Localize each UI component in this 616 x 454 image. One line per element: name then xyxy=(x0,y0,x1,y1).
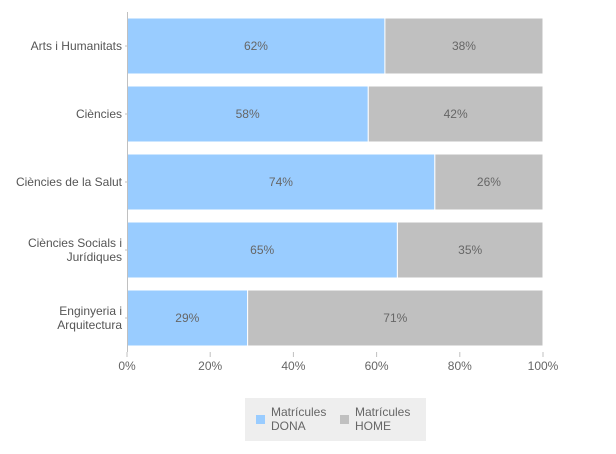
bar-segment xyxy=(247,289,544,347)
legend-label-line: DONA xyxy=(271,419,306,433)
category-label-line: Ciències de la Salut xyxy=(16,175,123,189)
x-tick-label: 60% xyxy=(365,359,389,373)
bar-value-label: 74% xyxy=(269,175,293,189)
x-tick-label: 0% xyxy=(118,359,136,373)
x-tick-label: 40% xyxy=(281,359,305,373)
bars-layer xyxy=(126,17,544,347)
axis-layer: 0% 20% 40% 60% 80% 100% xyxy=(118,12,559,373)
legend-swatch xyxy=(340,415,349,424)
labels-layer: 62% 38% Arts i Humanitats 58% 42% Ciències 74%… xyxy=(16,39,501,332)
bar-value-label: 58% xyxy=(236,107,260,121)
legend-label: Matrícules DONA xyxy=(271,405,326,433)
x-tick-label: 20% xyxy=(198,359,222,373)
bar-value-label: 26% xyxy=(477,175,501,189)
category-label: Ciències de la Salut xyxy=(16,175,123,189)
bar-value-label: 65% xyxy=(250,243,274,257)
bar-segment xyxy=(126,153,436,211)
x-tick-label: 100% xyxy=(528,359,559,373)
category-label-line: Jurídiques xyxy=(67,250,122,264)
bar-segment xyxy=(126,17,386,75)
category-label-line: Arquitectura xyxy=(57,318,122,332)
bar-segment xyxy=(126,221,398,279)
category-label: Enginyeria i Arquitectura xyxy=(57,304,122,332)
x-tick-label: 80% xyxy=(448,359,472,373)
legend-label: Matrícules HOME xyxy=(355,405,410,433)
bar-value-label: 42% xyxy=(444,107,468,121)
category-label-line: Ciències Socials i xyxy=(28,236,122,250)
category-label-line: Ciències xyxy=(76,107,122,121)
bar-segment xyxy=(384,17,544,75)
legend-swatch xyxy=(256,415,265,424)
legend-box xyxy=(245,398,426,441)
category-label: Ciències Socials i Jurídiques xyxy=(28,236,122,264)
legend-label-line: Matrícules xyxy=(271,405,326,419)
category-label: Arts i Humanitats xyxy=(31,39,122,53)
bar-value-label: 62% xyxy=(244,39,268,53)
bar-segment xyxy=(126,85,369,143)
legend-label-line: HOME xyxy=(355,419,391,433)
bar-value-label: 29% xyxy=(175,311,199,325)
bar-value-label: 38% xyxy=(452,39,476,53)
category-label: Ciències xyxy=(76,107,122,121)
bar-value-label: 35% xyxy=(458,243,482,257)
bar-segment xyxy=(396,221,544,279)
category-label-line: Enginyeria i xyxy=(59,304,122,318)
category-label-line: Arts i Humanitats xyxy=(31,39,122,53)
bar-segment xyxy=(367,85,544,143)
legend-label-line: Matrícules xyxy=(355,405,410,419)
bar-value-label: 71% xyxy=(383,311,407,325)
bar-segment xyxy=(434,153,544,211)
